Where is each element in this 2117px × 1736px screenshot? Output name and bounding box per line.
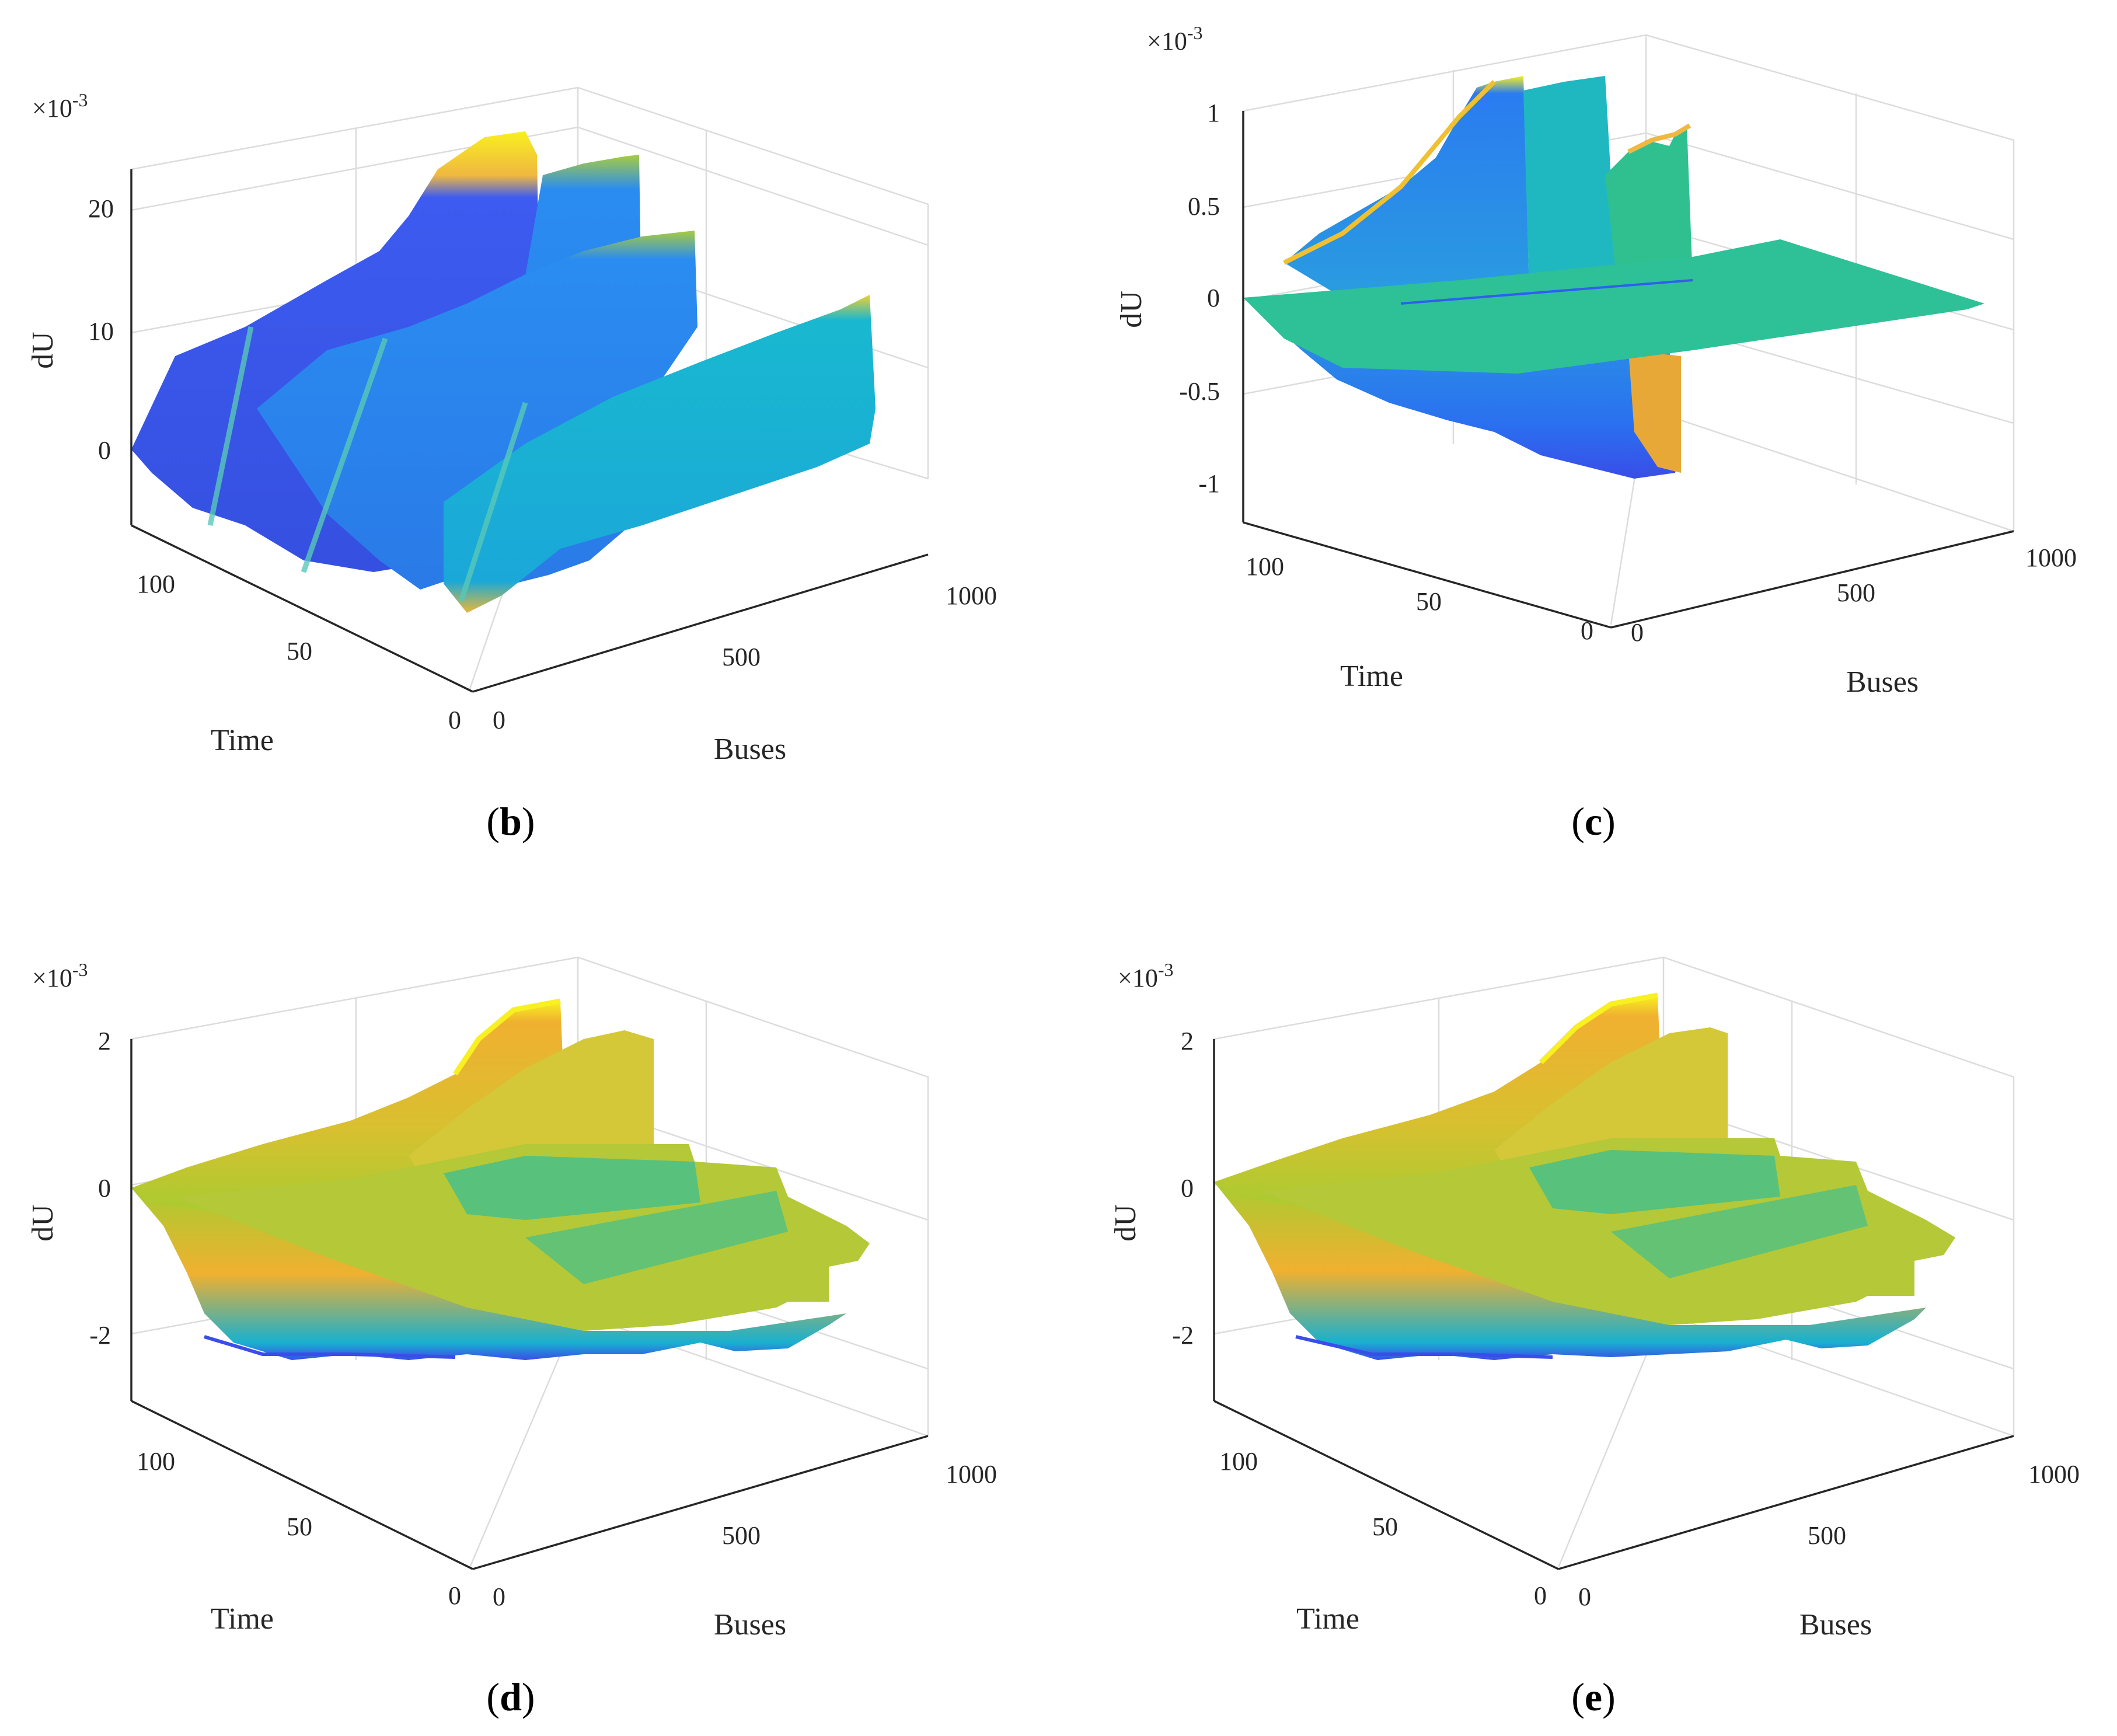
panel-d-ticks: ×10-3 2 0 -2 dU 100 50 0 Time 0 500 1000… [26, 959, 997, 1641]
panel-e-time-tick-50: 50 [1372, 1512, 1398, 1541]
panel-b-exponent: ×10-3 [32, 89, 88, 123]
panel-d-z-tick-0: 0 [98, 1174, 111, 1202]
panel-b-ridge-4 [444, 295, 876, 613]
panel-e-teal-band [1529, 1150, 1780, 1214]
panel-e-exponent: ×10-3 [1118, 959, 1173, 992]
panel-e-ticks: ×10-3 2 0 -2 dU 100 50 0 Time 0 500 1000… [1109, 959, 2080, 1641]
panel-e-time-label: Time [1296, 1602, 1359, 1636]
panel-e-bus-tick-500: 500 [1808, 1521, 1846, 1550]
panel-d-time-label: Time [211, 1602, 274, 1636]
panel-c-z-tick-0.5: 0.5 [1188, 192, 1220, 221]
panel-c-caption: (c) [1571, 799, 1616, 843]
panel-e-bus-tick-1000: 1000 [2028, 1460, 2080, 1489]
panel-c-sheet [1243, 239, 1985, 374]
panel-e-buses-label: Buses [1799, 1608, 1872, 1641]
panel-c-bus-tick-0: 0 [1631, 618, 1644, 647]
panel-d-bus-tick-500: 500 [722, 1521, 761, 1550]
panel-d-bus-tick-0: 0 [493, 1582, 505, 1611]
panel-c: ×10-3 1 0.5 0 -0.5 -1 dU 100 50 0 Time 0… [1115, 22, 2077, 843]
panel-b-bus-tick-0: 0 [493, 706, 505, 734]
panel-c-z-tick-0: 0 [1207, 284, 1220, 312]
panel-b-time-tick-50: 50 [287, 637, 312, 665]
panel-b-z-tick-20: 20 [88, 194, 114, 223]
panel-b-bus-tick-500: 500 [722, 643, 761, 671]
panel-c-time-tick-50: 50 [1416, 587, 1442, 616]
panel-d-time-tick-50: 50 [287, 1512, 312, 1541]
panel-b-ticks: ×10-3 20 10 0 dU 100 50 0 Time 0 500 100… [26, 89, 997, 766]
panel-c-positive-ridge-2 [1523, 76, 1617, 292]
panel-e-z-tick-neg2: -2 [1172, 1321, 1194, 1350]
panel-c-time-tick-0: 0 [1581, 616, 1593, 645]
panel-d-buses-label: Buses [714, 1608, 786, 1641]
panel-c-bus-tick-1000: 1000 [2025, 543, 2077, 572]
panel-e-sheet [1261, 1138, 1955, 1325]
panel-d-bus-tick-1000: 1000 [946, 1460, 997, 1489]
panel-d-caption: (d) [486, 1675, 535, 1719]
panel-c-surface [1243, 76, 1985, 479]
panel-c-ticks: ×10-3 1 0.5 0 -0.5 -1 dU 100 50 0 Time 0… [1115, 22, 2077, 699]
panel-d-z-tick-neg2: -2 [89, 1321, 111, 1350]
panel-c-buses-label: Buses [1846, 665, 1919, 699]
panel-d-time-tick-0: 0 [448, 1581, 461, 1610]
panel-c-z-tick-1: 1 [1207, 99, 1220, 127]
panel-b-caption: (b) [486, 799, 535, 843]
panel-e: ×10-3 2 0 -2 dU 100 50 0 Time 0 500 1000… [1109, 956, 2080, 1719]
panel-e-zlabel: dU [1109, 1204, 1142, 1242]
panel-b-surface [131, 131, 876, 613]
panel-b-z-tick-0: 0 [98, 436, 111, 465]
panel-b-z-tick-10: 10 [88, 317, 114, 346]
panel-b-time-label: Time [211, 724, 274, 757]
panel-c-bus-tick-500: 500 [1837, 578, 1875, 607]
panel-d: ×10-3 2 0 -2 dU 100 50 0 Time 0 500 1000… [26, 956, 997, 1719]
panel-d-time-tick-100: 100 [137, 1447, 175, 1476]
panel-e-bus-tick-0: 0 [1578, 1582, 1591, 1611]
panel-e-teal-band-2 [1611, 1185, 1868, 1278]
panel-e-z-tick-0: 0 [1181, 1174, 1194, 1202]
panel-d-teal-band [444, 1156, 700, 1220]
panel-d-zlabel: dU [26, 1204, 60, 1242]
panel-d-axes [130, 1039, 929, 1570]
panel-c-zlabel: dU [1115, 291, 1148, 328]
panel-c-positive-ridge-1 [1284, 76, 1529, 298]
panel-e-time-tick-100: 100 [1219, 1447, 1258, 1476]
panel-d-teal-band-2 [525, 1191, 788, 1284]
panel-e-time-tick-0: 0 [1534, 1581, 1547, 1610]
panel-b-ridge-3 [257, 231, 697, 590]
panel-c-axes [1242, 111, 2014, 629]
panel-b-zlabel: dU [26, 332, 60, 369]
panel-b-axes [130, 169, 929, 693]
panel-c-positive-ridge-3 [1605, 126, 1693, 280]
panel-d-exponent: ×10-3 [32, 959, 88, 992]
panel-c-z-tick-neg0.5: -0.5 [1179, 377, 1220, 406]
panel-c-z-tick-neg1: -1 [1198, 469, 1220, 498]
panel-c-time-tick-100: 100 [1246, 552, 1284, 581]
panel-b-buses-label: Buses [714, 733, 786, 766]
panel-e-z-tick-2: 2 [1181, 1027, 1194, 1055]
panel-b-time-tick-100: 100 [137, 570, 175, 598]
panel-c-negative-trough-tail [1628, 350, 1681, 473]
panel-d-surface [131, 998, 870, 1360]
panel-c-time-label: Time [1340, 660, 1403, 693]
panel-e-surface [1214, 992, 1955, 1360]
panel-e-axes [1213, 1039, 2014, 1570]
panel-b: ×10-3 20 10 0 dU 100 50 0 Time 0 500 100… [26, 86, 997, 843]
panel-e-caption: (e) [1571, 1675, 1616, 1719]
panel-c-exponent: ×10-3 [1147, 22, 1202, 55]
panel-b-bus-tick-1000: 1000 [946, 581, 997, 610]
panel-b-time-tick-0: 0 [448, 706, 461, 734]
panel-d-z-tick-2: 2 [98, 1027, 111, 1055]
